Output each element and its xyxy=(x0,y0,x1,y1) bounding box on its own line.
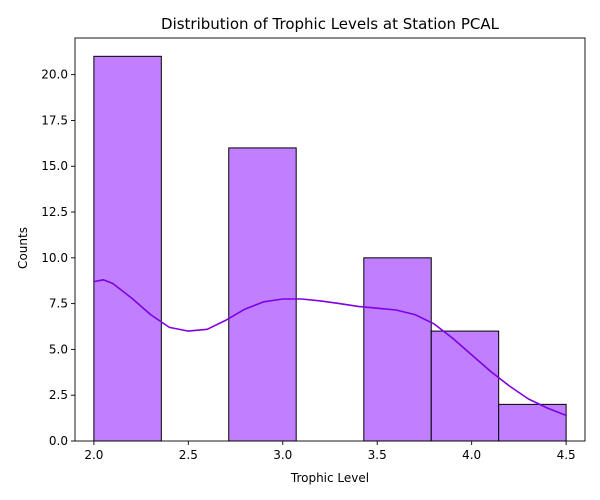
y-tick-label: 15.0 xyxy=(41,159,68,173)
chart-title: Distribution of Trophic Levels at Statio… xyxy=(161,15,500,33)
y-tick-label: 10.0 xyxy=(41,251,68,265)
y-tick-label: 2.5 xyxy=(49,388,68,402)
y-tick-label: 0.0 xyxy=(49,434,68,448)
x-tick-label: 4.5 xyxy=(557,448,576,462)
y-tick-label: 7.5 xyxy=(49,297,68,311)
y-tick-label: 17.5 xyxy=(41,113,68,127)
histogram-bar xyxy=(228,147,297,442)
plot-area: 2.0 2.5 3.0 3.5 4.0 4.5 0.0 2.5 5.0 7.5 10.0 12.5 15… xyxy=(41,37,586,462)
axes-frame xyxy=(74,37,586,442)
y-tick-label: 20.0 xyxy=(41,68,68,82)
histogram-bar xyxy=(430,330,500,442)
histogram-bar xyxy=(363,257,432,442)
histogram-bar xyxy=(93,55,162,442)
kde-line xyxy=(93,278,567,417)
x-tick-label: 3.5 xyxy=(368,448,387,462)
x-tick-label: 2.5 xyxy=(179,448,198,462)
x-tick-label: 3.0 xyxy=(273,448,292,462)
x-tick-label: 4.0 xyxy=(462,448,481,462)
x-tick-label: 2.0 xyxy=(84,448,103,462)
y-axis-title: Counts xyxy=(16,227,30,269)
x-axis-title: Trophic Level xyxy=(290,471,369,485)
y-tick-label: 12.5 xyxy=(41,205,68,219)
histogram-bar xyxy=(498,403,567,442)
y-tick-label: 5.0 xyxy=(49,342,68,356)
